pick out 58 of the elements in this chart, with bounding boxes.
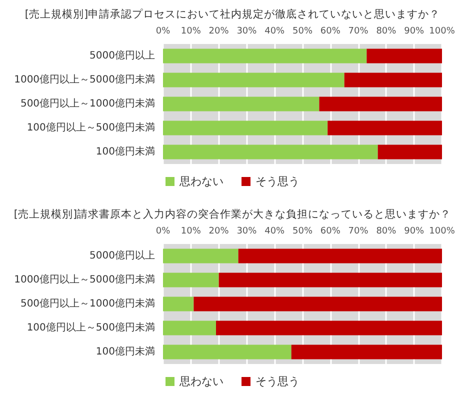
y-tick-label: 500億円以上～1000億円未満 (20, 298, 155, 310)
y-tick-label: 1000億円以上～5000億円未満 (14, 274, 155, 286)
x-tick-label: 0% (156, 226, 171, 236)
y-tick-label: 5000億円以上 (90, 50, 155, 62)
bar (163, 72, 344, 88)
y-tick-label: 100億円未満 (96, 346, 155, 358)
x-tick-label: 60% (320, 26, 341, 36)
y-tick-label: 100億円以上～500億円未満 (26, 322, 155, 334)
bar (319, 96, 442, 112)
x-tick-label: 40% (264, 226, 286, 236)
chart-title: [売上規模別]請求書原本と入力内容の突合作業が大きな負担になっていると思いますか？ (14, 208, 452, 220)
bar (378, 144, 442, 160)
bar (238, 248, 442, 264)
x-tick-label: 30% (236, 226, 258, 236)
bar (194, 296, 442, 312)
bar (163, 320, 216, 336)
y-tick-label: 5000億円以上 (90, 250, 155, 262)
bar (291, 344, 442, 360)
x-tick-label: 10% (180, 26, 202, 36)
y-tick-label: 100億円未満 (96, 146, 155, 158)
bar (163, 144, 378, 160)
x-tick-label: 90% (404, 226, 425, 236)
x-tick-label: 80% (376, 226, 397, 236)
x-tick-label: 50% (292, 26, 313, 36)
bar (163, 272, 219, 288)
x-tick-label: 10% (180, 226, 202, 236)
x-tick-label: 100% (429, 226, 456, 236)
bar (216, 320, 442, 336)
x-tick-label: 70% (348, 226, 369, 236)
bar (163, 48, 367, 64)
x-tick-label: 40% (264, 26, 286, 36)
bar (163, 344, 292, 360)
x-tick-label: 20% (208, 26, 230, 36)
x-tick-label: 60% (320, 226, 341, 236)
bar (366, 48, 442, 64)
bar (328, 120, 442, 136)
bar (344, 72, 442, 88)
chart-title: [売上規模別]申請承認プロセスにおいて社内規定が徹底されていないと思いますか？ (24, 8, 440, 20)
x-tick-label: 90% (404, 26, 425, 36)
legend-label: そう思う (256, 175, 300, 188)
y-tick-label: 1000億円以上～5000億円未満 (14, 74, 155, 86)
y-tick-label: 500億円以上～1000億円未満 (20, 98, 155, 110)
bar (218, 272, 442, 288)
x-tick-label: 0% (156, 26, 171, 36)
y-tick-label: 100億円以上～500億円未満 (26, 122, 155, 134)
legend-label: 思わない (178, 175, 224, 188)
x-tick-label: 50% (292, 226, 313, 236)
legend-label: そう思う (256, 375, 300, 388)
bar (163, 96, 320, 112)
legend-label: 思わない (178, 375, 224, 388)
x-tick-label: 100% (429, 26, 456, 36)
x-tick-label: 70% (348, 26, 369, 36)
bar (163, 248, 238, 264)
bar (163, 296, 194, 312)
bar (163, 120, 328, 136)
x-tick-label: 20% (208, 226, 230, 236)
x-tick-label: 30% (236, 26, 258, 36)
x-tick-label: 80% (376, 26, 397, 36)
